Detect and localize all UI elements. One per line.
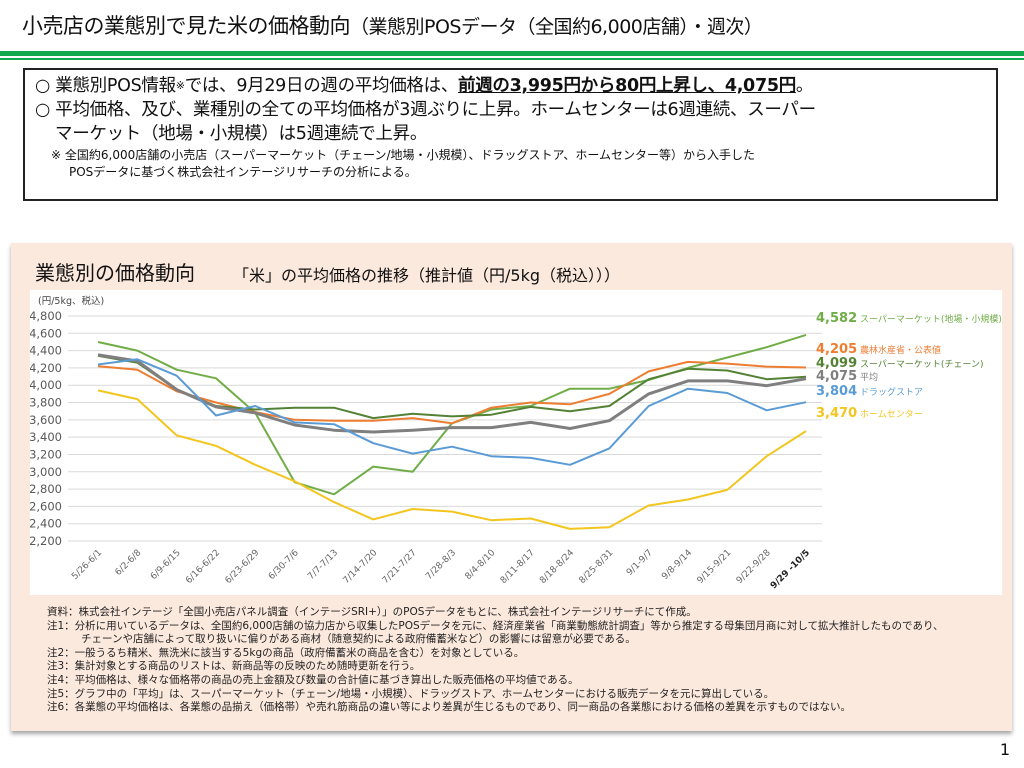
chart-panel: 業態別の価格動向 「米」の平均価格の推移（推計値（円/5kg（税込））） (円/… bbox=[11, 243, 1012, 731]
x-tick-label: 7/7-7/13 bbox=[306, 548, 340, 582]
note-1: 注1：分析に用いているデータは、全国約6,000店舗の協力店から収集したPOSデ… bbox=[47, 619, 944, 632]
y-tick-label: 3,200 bbox=[30, 447, 62, 461]
note-1-cont: チェーンや店舗によって取り扱いに偏りがある商材（随意契約による政府備蓄米など）の… bbox=[81, 633, 636, 646]
x-tick-label: 8/25-8/31 bbox=[578, 548, 616, 586]
y-tick-label: 4,200 bbox=[30, 361, 62, 375]
note-4: 注4：平均価格は、様々な価格帯の商品の売上金額及び数量の合計値に基づき算出した販… bbox=[47, 673, 579, 686]
series-legend-label: ホームセンター bbox=[860, 409, 923, 420]
note-3: 注3：集計対象とする商品のリストは、新商品等の反映のため随時更新を行う。 bbox=[47, 660, 421, 673]
y-tick-label: 2,600 bbox=[30, 499, 62, 513]
y-tick-label: 4,000 bbox=[30, 378, 62, 392]
series-end-value: 4,205 bbox=[816, 342, 857, 357]
bullet-icon: ○ bbox=[35, 100, 50, 120]
series-legend-label: スーパーマーケット(チェーン) bbox=[860, 359, 983, 370]
x-tick-label: 8/18-8/24 bbox=[538, 548, 576, 586]
x-tick-label: 6/9-6/15 bbox=[149, 548, 183, 582]
y-tick-label: 3,600 bbox=[30, 413, 62, 427]
series-legend-label: ドラッグストア bbox=[860, 386, 923, 398]
y-tick-label: 4,800 bbox=[30, 309, 62, 323]
y-tick-label: 3,800 bbox=[30, 396, 62, 410]
series-line bbox=[97, 360, 807, 425]
series-line bbox=[97, 353, 807, 434]
x-tick-label: 7/21-7/27 bbox=[381, 548, 419, 586]
note-6: 注6：各業態の平均価格は、各業態の品揃え（価格帯）や売れ筋商品の違い等により差異… bbox=[47, 701, 851, 714]
series-line bbox=[97, 358, 807, 466]
x-tick-label: 6/16-6/22 bbox=[184, 548, 222, 586]
title-sub: （業態別POSデータ（全国約6,000店舗）・週次） bbox=[350, 16, 763, 38]
series-end-value: 4,582 bbox=[816, 311, 857, 326]
x-tick-label: 9/8-9/14 bbox=[660, 548, 694, 582]
bullet-icon: ○ bbox=[35, 76, 50, 96]
x-tick-label: 8/4-8/10 bbox=[464, 548, 498, 582]
summary-note-1: ※ 全国約6,000店舗の小売店（スーパーマーケット（チェーン/地場・小規模）、… bbox=[51, 148, 755, 162]
x-tick-label: 8/11-8/17 bbox=[499, 548, 537, 586]
y-tick-label: 2,800 bbox=[30, 482, 62, 496]
page-title: 小売店の業態別で見た米の価格動向（業態別POSデータ（全国約6,000店舗）・週… bbox=[22, 10, 763, 40]
summary-line-2: ○ 平均価格、及び、業種別の全ての平均価格が3週ぶりに上昇。ホームセンターは6週… bbox=[35, 100, 816, 120]
page-number: 1 bbox=[999, 740, 1010, 759]
x-tick-label: 7/14-7/20 bbox=[342, 548, 380, 586]
summary-line-1: ○ 業態別POS情報※では、9月29日の週の平均価格は、前週の3,995円から8… bbox=[35, 76, 814, 96]
x-tick-label: 9/15-9/21 bbox=[696, 548, 734, 586]
y-tick-label: 3,400 bbox=[30, 430, 62, 444]
chart-area: (円/5kg、税込) 2,200 2,400 2,600 2,800 3,000 3,200… bbox=[29, 290, 1002, 595]
summary-line-3: マーケット（地場・小規模）は5週連続で上昇。 bbox=[55, 124, 428, 144]
title-main: 小売店の業態別で見た米の価格動向 bbox=[22, 14, 351, 38]
series-legend-label: スーパーマーケット(地場・小規模) bbox=[860, 313, 1002, 325]
y-tick-label: 2,200 bbox=[30, 534, 62, 548]
note-2: 注2：一般うるち精米、無洗米に該当する5kgの商品（政府備蓄米の商品を含む）を対… bbox=[47, 646, 525, 659]
series-end-value: 3,470 bbox=[816, 406, 857, 421]
summary-box: ○ 業態別POS情報※では、9月29日の週の平均価格は、前週の3,995円から8… bbox=[23, 68, 998, 201]
note-5: 注5：グラフ中の「平均」は、スーパーマーケット（チェーン/地場・小規模）、ドラッ… bbox=[47, 687, 775, 700]
panel-title: 業態別の価格動向 bbox=[35, 261, 195, 285]
series-legend-label: 平均 bbox=[860, 371, 878, 383]
series-end-value: 3,804 bbox=[816, 384, 857, 399]
y-tick-label: 2,400 bbox=[30, 517, 62, 531]
x-tick-label: 6/2-6/8 bbox=[114, 548, 144, 578]
price-line-chart: (円/5kg、税込) 2,200 2,400 2,600 2,800 3,000 3,200… bbox=[29, 295, 1002, 591]
series-legend-label: 農林水産省・公表値 bbox=[860, 344, 941, 356]
y-axis-unit-label: (円/5kg、税込) bbox=[38, 295, 104, 307]
y-tick-label: 3,000 bbox=[30, 465, 62, 479]
note-source: 資料：株式会社インテージ「全国小売店パネル調査（インテージSRI+）」のPOSデ… bbox=[47, 606, 697, 618]
x-tick-label: 5/26-6/1 bbox=[70, 548, 104, 582]
header-rule-thin bbox=[0, 58, 1024, 60]
x-tick-label: 9/1-9/7 bbox=[625, 548, 655, 578]
source-notes: 資料：株式会社インテージ「全国小売店パネル調査（インテージSRI+）」のPOSデ… bbox=[47, 606, 944, 715]
y-tick-label: 4,400 bbox=[30, 344, 62, 358]
x-tick-label: 9/22-9/28 bbox=[735, 548, 773, 586]
series-line bbox=[97, 333, 807, 496]
series-end-value: 4,099 bbox=[816, 356, 857, 371]
x-tick-label: 9/29 -10/5 bbox=[769, 548, 812, 591]
series-line bbox=[97, 389, 807, 530]
header-rule-thick bbox=[0, 51, 1024, 56]
y-tick-label: 4,600 bbox=[30, 326, 62, 340]
x-tick-label: 6/23-6/29 bbox=[224, 548, 262, 586]
panel-subtitle: 「米」の平均価格の推移（推計値（円/5kg（税込））） bbox=[233, 266, 620, 285]
series-end-value: 4,075 bbox=[816, 369, 857, 384]
highlight-average-price: 前週の3,995円から80円上昇し、4,075円 bbox=[458, 76, 796, 96]
x-tick-label: 6/30-7/6 bbox=[267, 548, 301, 582]
x-tick-label: 7/28-8/3 bbox=[424, 548, 458, 582]
summary-note-2: POSデータに基づく株式会社インテージリサーチの分析による。 bbox=[69, 165, 417, 179]
